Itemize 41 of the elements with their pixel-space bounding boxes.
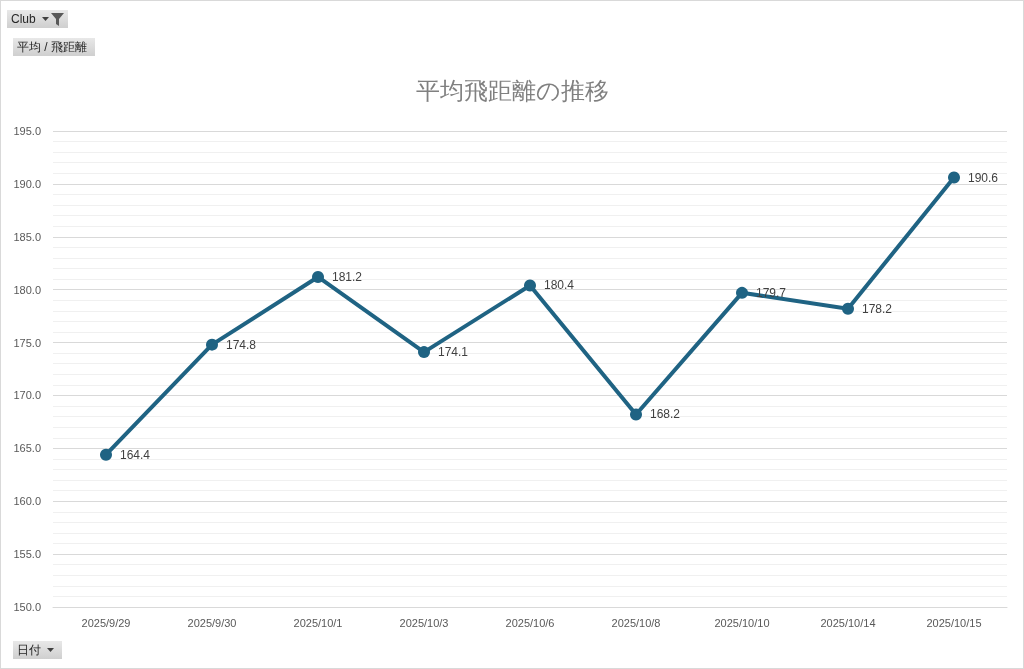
x-tick-label: 2025/10/6 — [505, 616, 555, 629]
x-tick-label: 2025/10/1 — [293, 616, 343, 629]
y-tick-label: 180.0 — [13, 283, 41, 296]
x-tick-label: 2025/10/10 — [714, 616, 770, 629]
y-tick-label: 150.0 — [13, 601, 41, 613]
y-tick-label: 160.0 — [13, 495, 41, 508]
point — [100, 448, 112, 461]
x-tick-label: 2025/10/3 — [399, 616, 449, 629]
x-tick-label: 2025/9/29 — [81, 616, 131, 629]
value-field-button: 平均 / 飛距離 — [13, 38, 95, 56]
y-tick-label: 185.0 — [13, 230, 41, 243]
x-tick-label: 2025/10/14 — [820, 616, 876, 629]
y-tick-label: 195.0 — [13, 125, 41, 137]
data-label: 178.2 — [862, 301, 893, 316]
data-label: 164.4 — [120, 447, 151, 462]
x-tick-label: 2025/10/8 — [611, 616, 661, 629]
x-axis-title: 日付 — [17, 641, 41, 659]
x-tick-label: 2025/10/15 — [926, 616, 982, 629]
y-tick-label: 170.0 — [13, 389, 41, 402]
y-tick-label: 175.0 — [13, 336, 41, 349]
point — [736, 286, 748, 299]
y-tick-label: 165.0 — [13, 442, 41, 455]
x-tick-label: 2025/9/30 — [187, 616, 237, 629]
data-label: 180.4 — [544, 278, 575, 293]
data-label: 174.8 — [226, 337, 257, 352]
data-label: 174.1 — [438, 345, 469, 360]
point — [312, 270, 324, 283]
point — [948, 171, 960, 184]
axis-field-button: 日付 — [13, 641, 62, 659]
filter-field-button: Club — [7, 10, 68, 28]
point — [206, 338, 218, 351]
y-tick-label: 190.0 — [13, 177, 41, 190]
point — [630, 408, 642, 421]
point — [842, 302, 854, 315]
point — [524, 279, 536, 292]
data-label: 168.2 — [650, 407, 681, 422]
data-label: 190.6 — [968, 170, 999, 185]
point — [418, 346, 430, 359]
y-tick-label: 155.0 — [13, 548, 41, 561]
chart-title: 平均飛距離の推移 — [415, 76, 609, 104]
data-label: 181.2 — [332, 269, 363, 284]
